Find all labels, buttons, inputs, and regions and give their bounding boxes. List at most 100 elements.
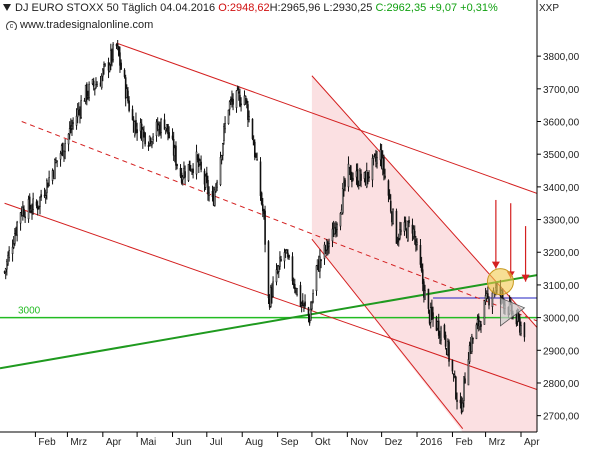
candle — [280, 255, 282, 262]
candle-body — [456, 399, 458, 402]
candle-body — [487, 293, 489, 297]
candle-body — [23, 208, 25, 217]
candle — [175, 141, 177, 171]
candle — [276, 264, 279, 275]
close-change-value: C:2962,35 +9,07 +0,31% — [375, 2, 498, 14]
candle — [427, 288, 430, 314]
support-trendline — [0, 274, 537, 370]
candle — [128, 96, 130, 113]
candle — [472, 337, 474, 344]
y-tick-label: 3800,00 — [543, 52, 580, 63]
candle — [285, 248, 288, 254]
candle-body — [523, 322, 526, 338]
candle — [397, 233, 400, 247]
candle — [299, 281, 302, 308]
candle — [196, 154, 199, 163]
candle — [237, 86, 240, 101]
candle — [182, 175, 184, 186]
candle-body — [131, 109, 134, 121]
candle-body — [151, 141, 153, 146]
candle-body — [320, 259, 322, 262]
instrument-triangle-icon — [3, 4, 11, 11]
candle-body — [256, 159, 258, 161]
shaded-channel-zone — [311, 75, 537, 432]
candle — [143, 125, 145, 138]
y-tick-label: 2800,00 — [543, 379, 580, 390]
candle — [176, 163, 178, 170]
candle — [147, 141, 150, 151]
candle-body — [455, 376, 457, 399]
candle-body — [104, 63, 106, 66]
plot-area: 3000 — [0, 30, 537, 432]
source-url: www.tradesignalonline.com — [20, 19, 154, 31]
candle — [88, 81, 90, 102]
candle — [208, 186, 210, 202]
candle-body — [124, 77, 127, 99]
candle-body — [464, 378, 466, 384]
candle — [71, 119, 73, 136]
y-tick-label: 3700,00 — [543, 85, 580, 96]
candle-body — [134, 121, 136, 136]
candle — [151, 141, 153, 149]
candle-body — [100, 75, 103, 89]
candle-body — [228, 101, 231, 110]
candle — [488, 296, 490, 310]
candle — [118, 45, 120, 57]
currency-label: XXP — [539, 3, 560, 14]
x-tick-label: 2016 — [420, 437, 443, 448]
candle-body — [24, 216, 26, 219]
candle — [163, 113, 166, 130]
candle — [103, 61, 105, 75]
level-3000-label: 3000 — [18, 306, 41, 317]
candle-body — [62, 142, 64, 157]
candle — [184, 165, 186, 185]
candle-body — [296, 288, 298, 296]
y-tick-label: 3100,00 — [543, 281, 580, 292]
x-tick-label: Feb — [38, 437, 56, 448]
candle-body — [71, 125, 73, 129]
candle — [135, 112, 137, 134]
candle-body — [32, 198, 34, 210]
candle-body — [144, 132, 146, 145]
candle-body — [19, 212, 22, 224]
candle-body — [136, 129, 138, 134]
y-tick-label: 2900,00 — [543, 346, 580, 357]
candle-body — [280, 259, 282, 261]
candle-body — [192, 168, 194, 174]
candle-body — [128, 100, 130, 111]
candle — [70, 118, 72, 134]
candle-body — [76, 108, 79, 118]
candle-body — [152, 136, 154, 141]
candle — [120, 59, 122, 70]
candle-body — [347, 163, 350, 188]
candle-body — [195, 151, 198, 175]
candle — [54, 158, 56, 180]
candlestick-series — [3, 39, 526, 415]
candle-body — [235, 90, 238, 108]
candle-body — [96, 84, 98, 87]
candle-body — [147, 145, 150, 147]
candle — [6, 258, 8, 276]
axes: 2700,00 2800,00 2900,00 3000,00 3100,00 3200,… — [0, 0, 580, 448]
candle-body — [459, 399, 462, 404]
candle-body — [413, 230, 416, 238]
candle-body — [221, 143, 224, 156]
candle-body — [63, 150, 65, 158]
candle — [444, 331, 447, 350]
candle-body — [14, 233, 16, 244]
x-tick-label: Feb — [455, 437, 473, 448]
candle-body — [407, 221, 409, 241]
candle — [78, 102, 80, 116]
candle — [214, 186, 216, 207]
candle — [243, 90, 246, 106]
candle-body — [208, 192, 210, 196]
candle-body — [336, 223, 338, 230]
candle-body — [371, 157, 374, 181]
candle-body — [7, 255, 9, 265]
candle — [360, 169, 362, 188]
candle-body — [319, 256, 321, 272]
candle-body — [277, 265, 280, 273]
x-tick-label: Okt — [315, 437, 331, 448]
candle-body — [200, 161, 202, 170]
candle-body — [396, 240, 399, 243]
